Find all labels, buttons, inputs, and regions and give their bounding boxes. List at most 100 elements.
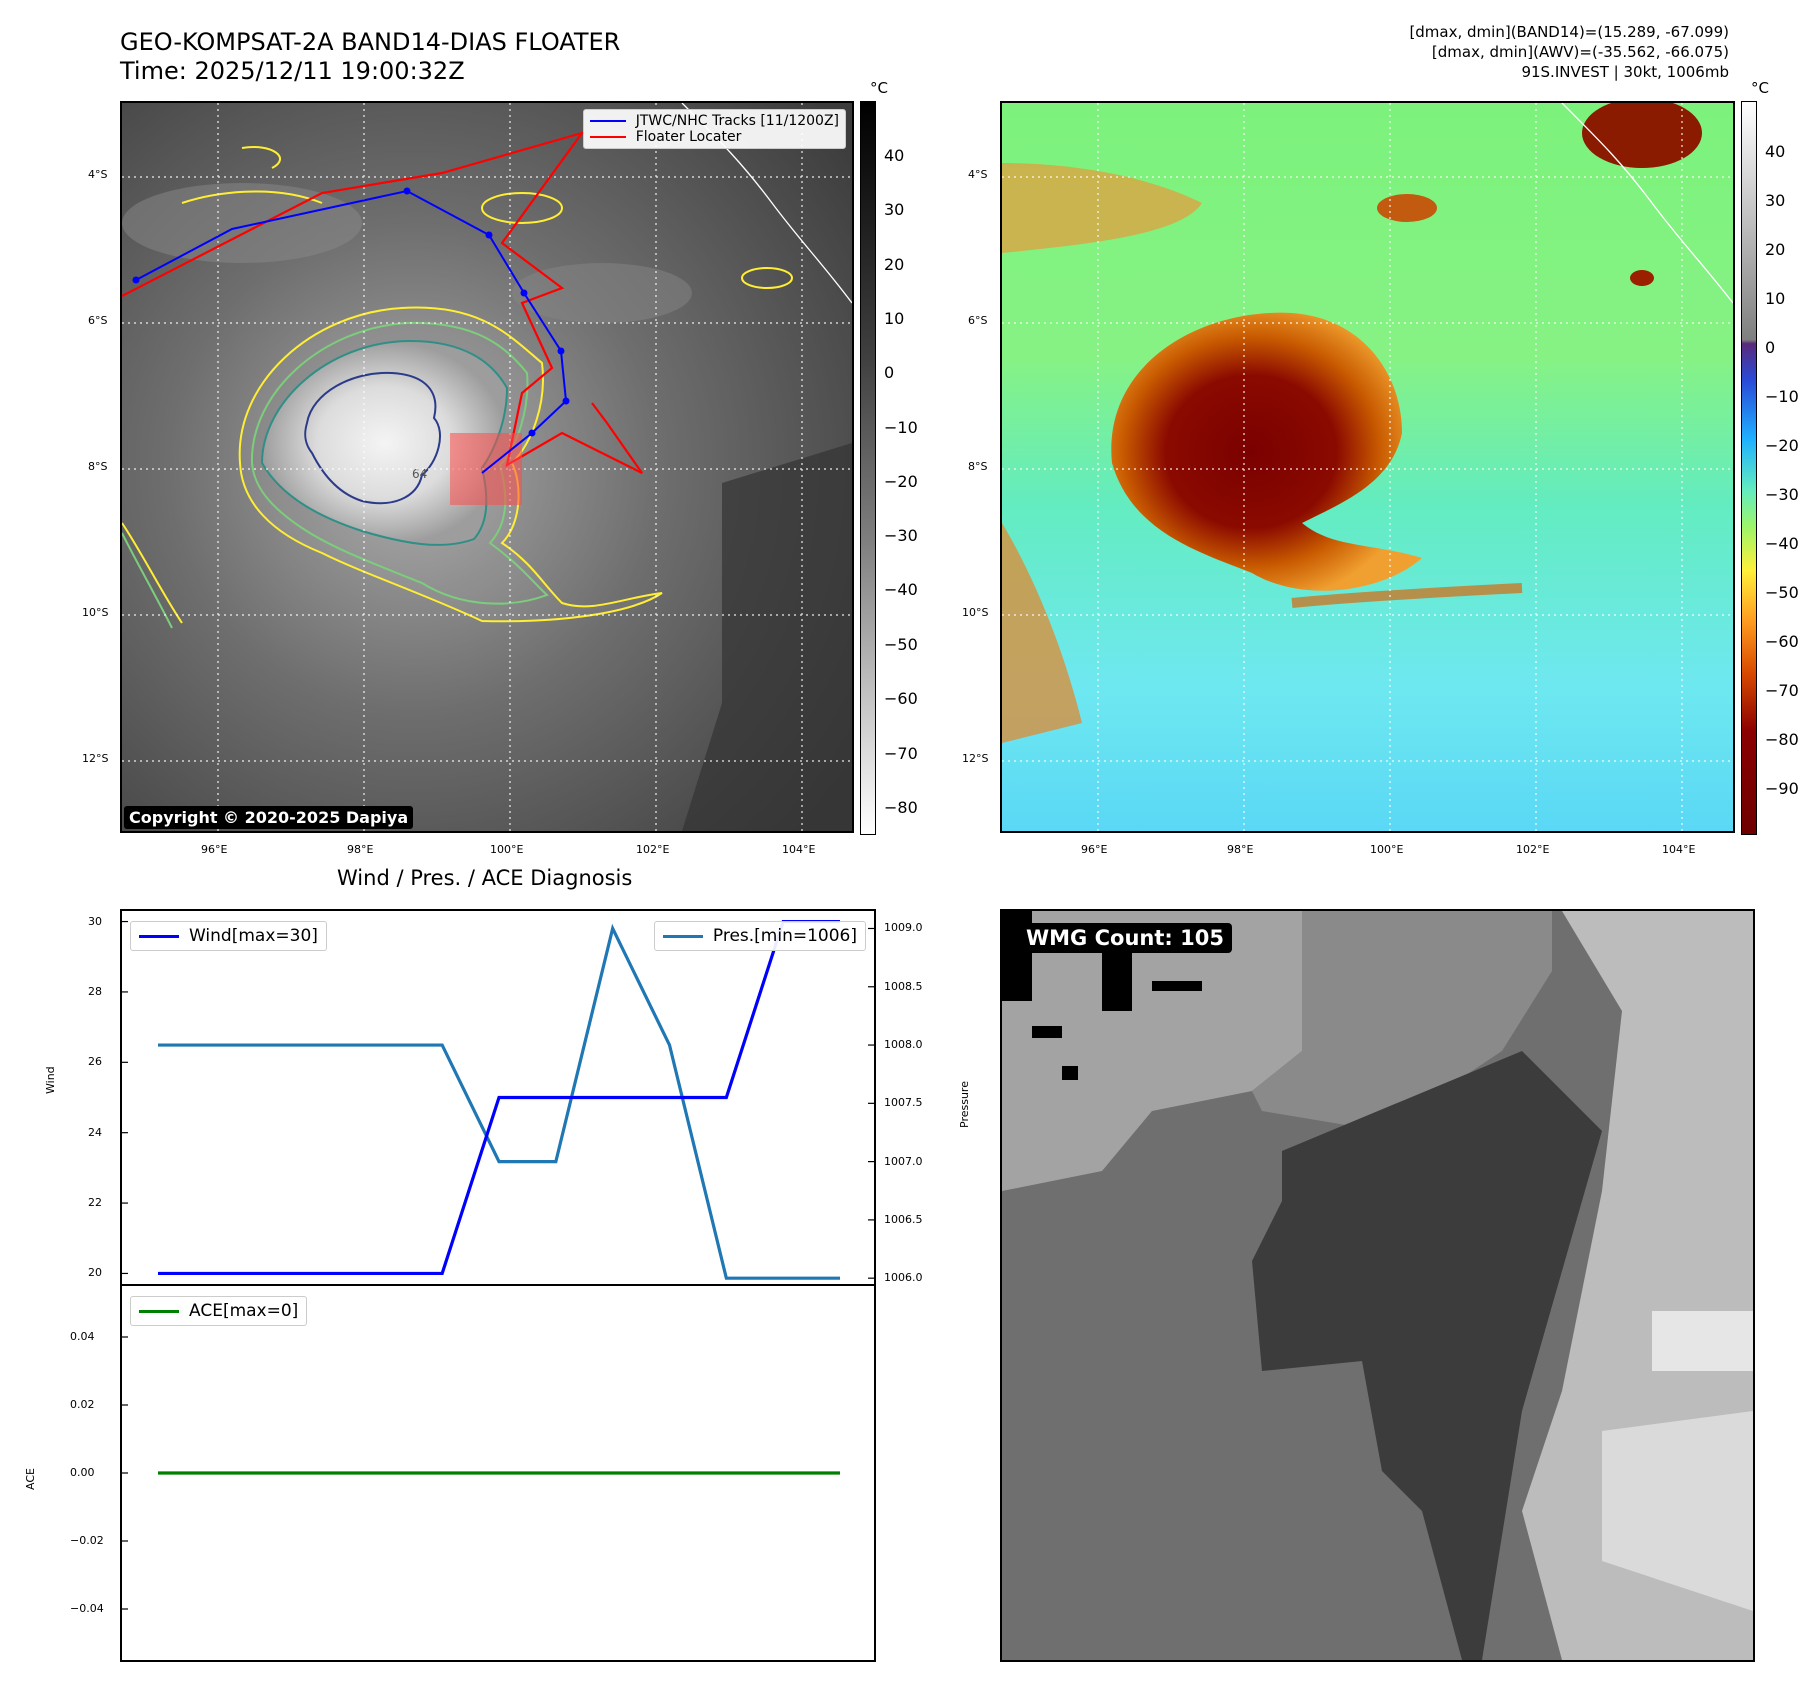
ir-lat-label: 8°S: [88, 460, 108, 473]
wind-tick-label: 22: [88, 1196, 102, 1210]
contour-label: 64: [412, 467, 427, 481]
enhanced-colorbar-tick: −10: [1765, 387, 1799, 406]
ir-lat-label: 4°S: [88, 168, 108, 181]
wind-legend: Wind[max=30]: [130, 921, 327, 951]
ir-colorbar-tick: 10: [884, 309, 905, 328]
wind-tick-label: 24: [88, 1125, 102, 1139]
ace-tick-label: 0.02: [70, 1398, 95, 1411]
ir-image-map: 64: [122, 103, 852, 831]
enhanced-colorbar-tick: −50: [1765, 583, 1799, 602]
ir-colorbar-tick: 40: [884, 146, 905, 165]
track-legend-swatch: [589, 120, 626, 122]
enhanced-gridlines: [1002, 103, 1733, 831]
ir-lon-label: 102°E: [636, 843, 670, 856]
enhanced-colorbar-tick: 40: [1765, 142, 1786, 161]
ace-legend-label: ACE[max=0]: [189, 1301, 299, 1321]
ir-colorbar-tick: −40: [884, 580, 918, 599]
ir-colorbar-tick: −60: [884, 689, 918, 708]
ace-axis-label: ACE: [24, 1468, 37, 1490]
ir-colorbar-tick: −20: [884, 472, 918, 491]
wmg-count-badge: WMG Count: 105: [1018, 923, 1232, 953]
wind-legend-swatch: [139, 934, 179, 938]
ace-plot: ACE[max=0]: [120, 1284, 876, 1662]
ir-colorbar-unit: °C: [870, 79, 888, 97]
figure-time: Time: 2025/12/11 19:00:32Z: [120, 57, 465, 85]
pres-legend-label: Pres.[min=1006]: [712, 926, 857, 946]
ir-colorbar-tick: −80: [884, 798, 918, 817]
ir-lon-label: 96°E: [201, 843, 228, 856]
enhanced-colorbar-tick: 0: [1765, 338, 1776, 357]
ir-colorbar-tick: 30: [884, 200, 905, 219]
ir-colorbar-tick: −30: [884, 526, 918, 545]
enhanced-colorbar-tick: 30: [1765, 191, 1786, 210]
enhanced-image-panel: [1000, 101, 1735, 833]
enhanced-colorbar-tick: −70: [1765, 681, 1799, 700]
ace-canvas: [122, 1336, 840, 1610]
pressure-tick-label: 1008.0: [884, 1038, 923, 1052]
ir-colorbar-tick: 20: [884, 255, 905, 274]
ace-legend-swatch: [139, 1309, 179, 1313]
enhanced-lon-label: 104°E: [1662, 843, 1696, 856]
enhanced-image-map: [1002, 103, 1733, 831]
figure-title: GEO-KOMPSAT-2A BAND14-DIAS FLOATER: [120, 28, 621, 56]
contour-green: [250, 321, 549, 605]
enhanced-lon-label: 102°E: [1516, 843, 1550, 856]
pressure-tick-label: 1009.0: [884, 921, 923, 935]
jtwc-track-points: [132, 187, 570, 437]
enhanced-colorbar-tick: −20: [1765, 436, 1799, 455]
enhanced-colorbar-tick: 20: [1765, 240, 1786, 259]
pressure-axis-label: Pressure: [958, 1081, 971, 1128]
wmg-panel: WMG Count: 105: [1000, 909, 1755, 1662]
enhanced-colorbar: [1741, 101, 1757, 835]
locater-legend-label: Floater Locater: [635, 129, 742, 145]
wind-legend-label: Wind[max=30]: [189, 926, 318, 946]
ace-tick-label: 0.04: [70, 1330, 95, 1343]
pressure-series-line: [158, 923, 840, 1280]
ir-gridlines: [122, 103, 852, 831]
ir-colorbar-tick: −50: [884, 635, 918, 654]
floater-locater-line: [122, 131, 643, 474]
enhanced-lat-label: 10°S: [962, 606, 989, 619]
enhanced-lon-label: 96°E: [1081, 843, 1108, 856]
enhanced-colorbar-unit: °C: [1751, 79, 1769, 97]
storm-info: 91S.INVEST | 30kt, 1006mb: [1521, 63, 1729, 81]
ir-lon-label: 100°E: [490, 843, 524, 856]
ir-legend: JTWC/NHC Tracks [11/1200Z] Floater Locat…: [582, 109, 846, 149]
wind-tick-label: 30: [88, 914, 102, 928]
ir-colorbar-tick: −70: [884, 744, 918, 763]
contour-navy: [304, 371, 441, 505]
enhanced-lat-label: 8°S: [968, 460, 988, 473]
wind-series-line: [158, 919, 840, 1276]
enhanced-colorbar-tick: −30: [1765, 485, 1799, 504]
pressure-tick-label: 1007.5: [884, 1096, 923, 1110]
ir-lat-label: 6°S: [88, 314, 108, 327]
ir-lat-label: 10°S: [82, 606, 109, 619]
ace-legend: ACE[max=0]: [130, 1296, 308, 1326]
enhanced-lat-label: 12°S: [962, 752, 989, 765]
locater-legend-swatch: [589, 136, 626, 138]
enhanced-colorbar-tick: −80: [1765, 730, 1799, 749]
pressure-tick-label: 1006.5: [884, 1212, 923, 1226]
wind-tick-label: 28: [88, 984, 102, 998]
enhanced-colorbar-tick: −40: [1765, 534, 1799, 553]
ir-colorbar-tick: 0: [884, 363, 895, 382]
ir-image-panel: 64 JTWC/NHC Tracks [11/1200Z]: [120, 101, 854, 833]
track-legend-label: JTWC/NHC Tracks [11/1200Z]: [635, 113, 839, 129]
ir-lat-label: 12°S: [82, 752, 109, 765]
wind-pressure-plot: Wind[max=30] Pres.[min=1006]: [120, 909, 876, 1286]
enhanced-colorbar-tick: −90: [1765, 779, 1799, 798]
diagnosis-title: Wind / Pres. / ACE Diagnosis: [337, 866, 633, 890]
pres-legend: Pres.[min=1006]: [653, 921, 866, 951]
ace-tick-label: 0.00: [70, 1466, 95, 1479]
enhanced-lon-label: 98°E: [1227, 843, 1254, 856]
pressure-tick-label: 1007.0: [884, 1154, 923, 1168]
ir-colorbar: [860, 101, 876, 835]
copyright-badge: Copyright © 2020-2025 Dapiya: [124, 806, 414, 829]
pressure-tick-label: 1006.0: [884, 1271, 923, 1285]
ace-tick-label: −0.02: [70, 1534, 104, 1547]
ir-lon-label: 98°E: [347, 843, 374, 856]
pres-legend-swatch: [662, 934, 703, 938]
enhanced-lat-label: 4°S: [968, 168, 988, 181]
ace-tick-label: −0.04: [70, 1602, 104, 1615]
wind-tick-label: 20: [88, 1266, 102, 1280]
